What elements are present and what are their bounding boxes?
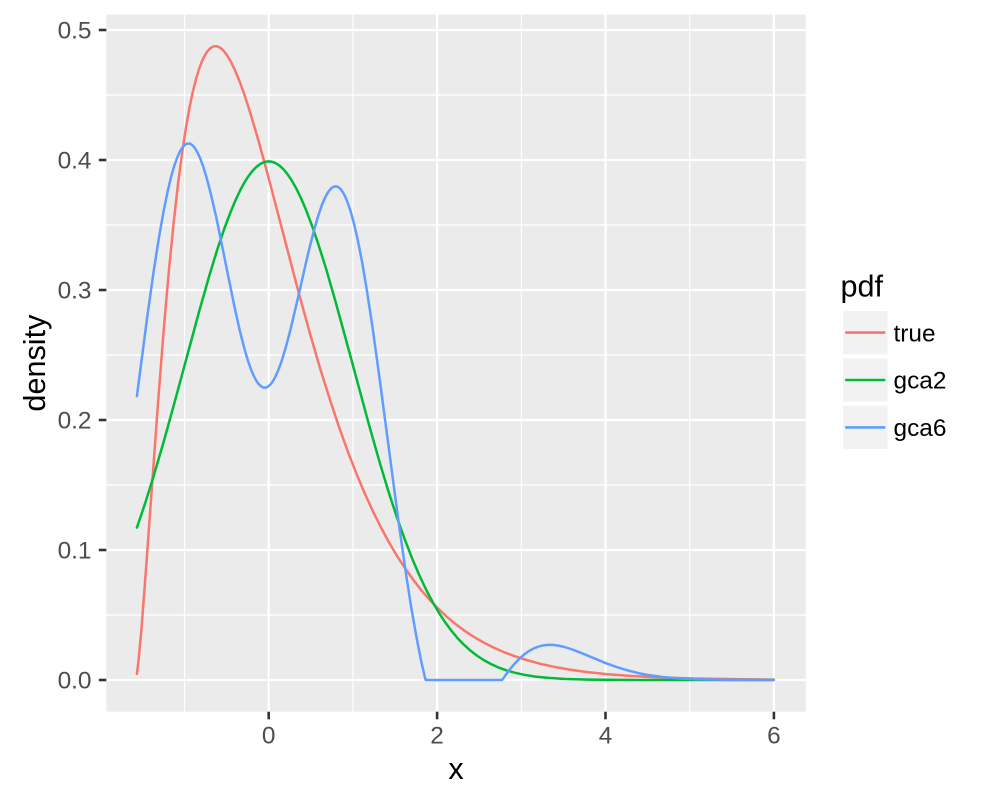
- svg-text:0.1: 0.1: [58, 538, 92, 565]
- svg-text:0.0: 0.0: [58, 668, 92, 695]
- svg-text:0.2: 0.2: [58, 408, 92, 435]
- svg-text:density: density: [18, 314, 52, 412]
- svg-text:4: 4: [599, 723, 613, 750]
- svg-text:gca6: gca6: [894, 415, 947, 442]
- svg-text:gca2: gca2: [894, 368, 947, 395]
- svg-text:0.4: 0.4: [58, 148, 92, 175]
- svg-text:0: 0: [262, 723, 276, 750]
- svg-text:2: 2: [430, 723, 444, 750]
- svg-text:0.5: 0.5: [58, 18, 92, 45]
- svg-text:6: 6: [767, 723, 781, 750]
- svg-text:0.3: 0.3: [58, 278, 92, 305]
- svg-text:x: x: [448, 752, 463, 786]
- svg-text:pdf: pdf: [841, 270, 884, 304]
- svg-text:true: true: [894, 320, 936, 347]
